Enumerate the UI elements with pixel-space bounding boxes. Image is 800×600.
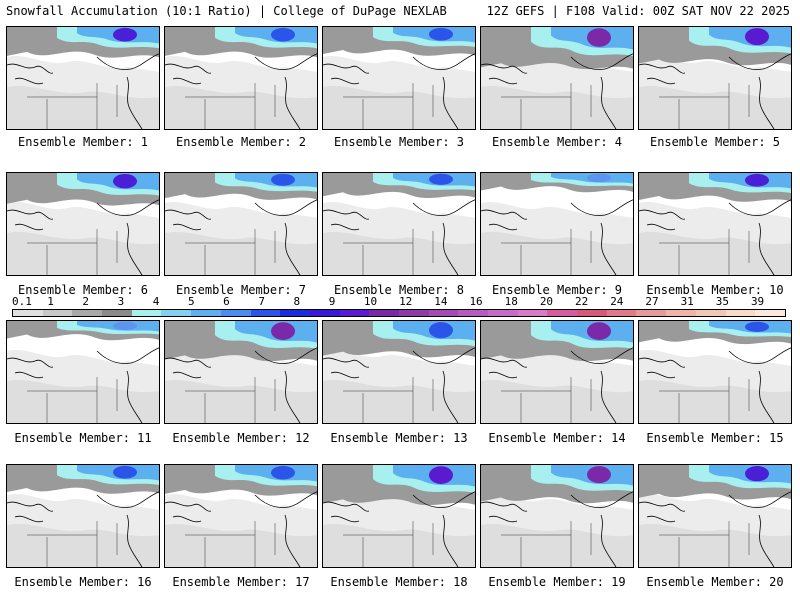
colorbar-swatch bbox=[606, 310, 637, 316]
colorbar-swatch bbox=[517, 310, 548, 316]
colorbar-tick-label: 7 bbox=[258, 295, 265, 308]
colorbar-swatch bbox=[72, 310, 103, 316]
colorbar-tick-label: 2 bbox=[82, 295, 89, 308]
colorbar-tick-label: 8 bbox=[293, 295, 301, 308]
colorbar-tick-label: 27 bbox=[645, 295, 659, 308]
ensemble-member-map bbox=[638, 26, 792, 130]
header-valid-time: 12Z GEFS | F108 Valid: 00Z SAT NOV 22 20… bbox=[486, 4, 790, 18]
ensemble-member-map bbox=[164, 172, 318, 276]
colorbar-tick-label: 1 bbox=[47, 295, 54, 308]
ensemble-member-map bbox=[6, 26, 160, 130]
ensemble-member-map bbox=[480, 26, 634, 130]
colorbar-swatch bbox=[339, 310, 370, 316]
colorbar-swatch bbox=[755, 310, 785, 316]
ensemble-member-label: Ensemble Member: 13 bbox=[330, 431, 468, 445]
ensemble-member-label: Ensemble Member: 8 bbox=[333, 283, 465, 297]
colorbar-swatch bbox=[636, 310, 667, 316]
colorbar-tick-label: 20 bbox=[539, 295, 554, 308]
colorbar-tick-label: 10 bbox=[363, 295, 378, 308]
ensemble-member-label: Ensemble Member: 5 bbox=[649, 135, 781, 149]
ensemble-member-label: Ensemble Member: 14 bbox=[488, 431, 626, 445]
colorbar-tick-label: 22 bbox=[575, 295, 589, 308]
ensemble-member-label: Ensemble Member: 1 bbox=[17, 135, 149, 149]
colorbar-tick-label: 39 bbox=[750, 295, 765, 308]
ensemble-member-label: Ensemble Member: 19 bbox=[488, 575, 626, 589]
colorbar-swatch bbox=[369, 310, 399, 316]
colorbar-swatch bbox=[428, 310, 459, 316]
colorbar-tick-label: 31 bbox=[680, 295, 694, 308]
ensemble-member-label: Ensemble Member: 3 bbox=[333, 135, 465, 149]
ensemble-member-map bbox=[638, 464, 792, 568]
colorbar-tick-label: 14 bbox=[434, 295, 448, 308]
ensemble-member-label: Ensemble Member: 16 bbox=[14, 575, 152, 589]
ensemble-member-map bbox=[480, 464, 634, 568]
ensemble-member-label: Ensemble Member: 12 bbox=[172, 431, 310, 445]
ensemble-member-label: Ensemble Member: 20 bbox=[646, 575, 784, 589]
colorbar-swatch bbox=[577, 310, 607, 316]
colorbar bbox=[12, 309, 786, 317]
colorbar-swatch bbox=[309, 310, 340, 316]
colorbar-tick-label: 3 bbox=[117, 295, 125, 308]
colorbar-tick-label: 18 bbox=[504, 295, 518, 308]
colorbar-swatch bbox=[250, 310, 281, 316]
ensemble-member-label: Ensemble Member: 9 bbox=[491, 283, 623, 297]
colorbar-tick-label: 5 bbox=[187, 295, 195, 308]
colorbar-swatch bbox=[488, 310, 518, 316]
colorbar-swatch bbox=[131, 310, 162, 316]
colorbar-tick-label: 0.1 bbox=[12, 295, 32, 308]
ensemble-member-label: Ensemble Member: 2 bbox=[175, 135, 307, 149]
ensemble-member-map bbox=[480, 172, 634, 276]
colorbar-swatch bbox=[547, 310, 578, 316]
ensemble-member-map bbox=[322, 26, 476, 130]
colorbar-tick-label: 4 bbox=[152, 295, 160, 308]
ensemble-member-map bbox=[6, 172, 160, 276]
ensemble-member-map bbox=[638, 320, 792, 424]
colorbar-swatch bbox=[191, 310, 221, 316]
colorbar-swatch bbox=[695, 310, 726, 316]
ensemble-member-map bbox=[6, 320, 160, 424]
colorbar-swatch bbox=[42, 310, 73, 316]
header-title: Snowfall Accumulation (10:1 Ratio) | Col… bbox=[6, 4, 447, 18]
colorbar-tick-label: 16 bbox=[469, 295, 483, 308]
colorbar-swatch bbox=[725, 310, 756, 316]
ensemble-member-map bbox=[164, 26, 318, 130]
colorbar-tick-label: 9 bbox=[328, 295, 336, 308]
colorbar-swatch bbox=[102, 310, 132, 316]
ensemble-member-label: Ensemble Member: 17 bbox=[172, 575, 310, 589]
ensemble-member-map bbox=[638, 172, 792, 276]
ensemble-member-map bbox=[322, 320, 476, 424]
colorbar-tick-label: 6 bbox=[223, 295, 230, 308]
colorbar-swatch bbox=[398, 310, 429, 316]
ensemble-member-label: Ensemble Member: 15 bbox=[646, 431, 784, 445]
ensemble-member-label: Ensemble Member: 6 bbox=[17, 283, 149, 297]
ensemble-member-map bbox=[322, 464, 476, 568]
colorbar-swatch bbox=[666, 310, 696, 316]
colorbar-tick-label: 24 bbox=[610, 295, 624, 308]
ensemble-member-label: Ensemble Member: 18 bbox=[330, 575, 468, 589]
ensemble-member-map bbox=[164, 464, 318, 568]
colorbar-labels: 0.1 1 2 3 4 5 6 7 8 9 10 12 14 16 18 20 22 24 27 31 35 39 bbox=[12, 296, 786, 308]
ensemble-member-map bbox=[322, 172, 476, 276]
colorbar-tick-label: 35 bbox=[715, 295, 729, 308]
colorbar-swatch bbox=[161, 310, 192, 316]
colorbar-swatch bbox=[280, 310, 310, 316]
ensemble-member-label: Ensemble Member: 7 bbox=[175, 283, 307, 297]
ensemble-member-map bbox=[164, 320, 318, 424]
colorbar-swatch bbox=[458, 310, 488, 316]
ensemble-member-label: Ensemble Member: 4 bbox=[491, 135, 623, 149]
colorbar-swatch bbox=[220, 310, 251, 316]
colorbar-tick-label: 12 bbox=[399, 295, 413, 308]
ensemble-member-label: Ensemble Member: 11 bbox=[14, 431, 152, 445]
ensemble-member-map bbox=[480, 320, 634, 424]
ensemble-member-label: Ensemble Member: 10 bbox=[646, 283, 784, 297]
ensemble-member-map bbox=[6, 464, 160, 568]
colorbar-swatch bbox=[13, 310, 43, 316]
